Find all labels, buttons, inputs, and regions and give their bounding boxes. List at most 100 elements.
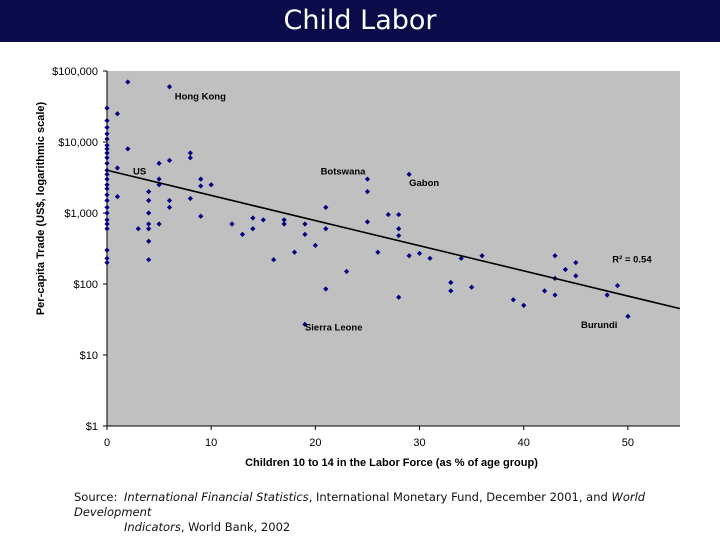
scatter-chart: $1 $10 $100 $1,000 $10,000 $100,000 0 10 20 30 40… xyxy=(35,66,681,469)
data-point xyxy=(135,226,141,232)
data-point xyxy=(323,226,329,232)
data-point xyxy=(281,221,287,227)
data-point xyxy=(146,226,152,232)
data-point xyxy=(166,204,173,210)
data-point xyxy=(396,211,402,218)
slide-title: Child Labor xyxy=(0,0,720,42)
data-point xyxy=(104,136,110,142)
data-point xyxy=(104,160,110,166)
x-tick-label: 50 xyxy=(622,437,634,449)
data-point xyxy=(239,231,246,237)
point-annotation: Hong Kong xyxy=(175,91,226,102)
data-point xyxy=(312,242,318,248)
data-point xyxy=(416,250,423,256)
source-note: Source: International Financial Statistic… xyxy=(74,490,694,535)
source-title-2: World Development xyxy=(74,490,646,519)
data-point xyxy=(104,182,110,188)
data-point xyxy=(125,79,131,85)
data-point xyxy=(573,273,579,279)
y-tick-labels: $1 $10 $100 $1,000 $10,000 $100,000 xyxy=(52,66,98,433)
data-point xyxy=(146,221,152,227)
data-point xyxy=(187,150,193,156)
data-point xyxy=(156,176,162,182)
data-point xyxy=(146,238,152,244)
data-point xyxy=(104,226,110,232)
source-text-1: , International Monetary Fund, December … xyxy=(308,490,612,504)
data-point xyxy=(364,219,371,225)
point-annotations: Hong Kong US Botswana Gabon Sierra Leone Buru… xyxy=(133,91,652,333)
y-tick-label: $100,000 xyxy=(52,66,98,78)
data-point xyxy=(364,189,371,195)
data-points xyxy=(104,79,631,327)
data-point xyxy=(302,231,308,237)
x-tick-label: 10 xyxy=(205,437,217,449)
data-point xyxy=(104,146,110,152)
data-point xyxy=(250,226,256,232)
data-point xyxy=(208,182,214,188)
data-point xyxy=(114,194,121,200)
data-point xyxy=(104,255,110,261)
data-point xyxy=(146,257,152,263)
data-point xyxy=(448,288,454,294)
data-point xyxy=(302,221,308,227)
data-point xyxy=(625,313,631,319)
data-point xyxy=(396,233,402,239)
data-point xyxy=(187,155,193,161)
data-point xyxy=(146,210,152,216)
data-point xyxy=(198,213,204,219)
data-point xyxy=(146,197,152,204)
y-tick-label: $1 xyxy=(86,421,98,433)
data-point xyxy=(541,288,548,294)
data-point xyxy=(396,294,402,300)
point-annotation: R² = 0.54 xyxy=(612,255,652,266)
data-point xyxy=(198,176,204,182)
data-point xyxy=(114,165,121,171)
data-point xyxy=(114,111,121,117)
data-point xyxy=(229,221,235,227)
data-point xyxy=(146,189,152,195)
data-point xyxy=(364,176,371,182)
data-point xyxy=(104,217,110,223)
y-tick-label: $100 xyxy=(74,279,98,291)
source-title-1: International Financial Statistics xyxy=(124,490,309,504)
data-point xyxy=(104,204,110,210)
data-point xyxy=(104,192,110,198)
data-point xyxy=(104,210,110,216)
data-point xyxy=(166,197,173,204)
data-point xyxy=(104,118,110,124)
data-point xyxy=(104,176,110,182)
x-tick-label: 20 xyxy=(309,437,321,449)
data-point xyxy=(104,186,110,192)
source-text-2: , World Bank, 2002 xyxy=(180,520,291,534)
data-point xyxy=(281,217,287,223)
data-point xyxy=(104,247,110,253)
point-annotation: US xyxy=(133,166,146,177)
data-point xyxy=(104,142,110,148)
x-tick-labels: 0 10 20 30 40 50 xyxy=(104,437,634,449)
point-annotation: Burundi xyxy=(581,320,617,331)
x-tick-label: 30 xyxy=(413,437,425,449)
y-axis-label: Per-capita Trade (US$, logarithmic scale… xyxy=(35,101,47,315)
data-point xyxy=(375,249,381,255)
data-point xyxy=(156,221,162,227)
x-tick-label: 40 xyxy=(518,437,530,449)
data-point xyxy=(302,321,308,327)
data-point xyxy=(323,204,329,210)
data-point xyxy=(156,160,162,166)
data-point xyxy=(104,105,110,111)
data-point xyxy=(250,215,256,221)
point-annotation: Botswana xyxy=(321,166,367,177)
data-point xyxy=(469,284,475,290)
trend-line xyxy=(106,169,681,310)
plot-area xyxy=(107,71,680,426)
data-point xyxy=(385,211,391,218)
data-point xyxy=(198,183,204,189)
data-point xyxy=(166,84,173,90)
data-point xyxy=(125,146,131,152)
point-annotation: Sierra Leone xyxy=(305,323,363,334)
data-point xyxy=(104,124,110,131)
data-point xyxy=(104,221,110,227)
data-point xyxy=(396,226,402,232)
data-point xyxy=(104,150,110,156)
data-point xyxy=(187,195,193,202)
